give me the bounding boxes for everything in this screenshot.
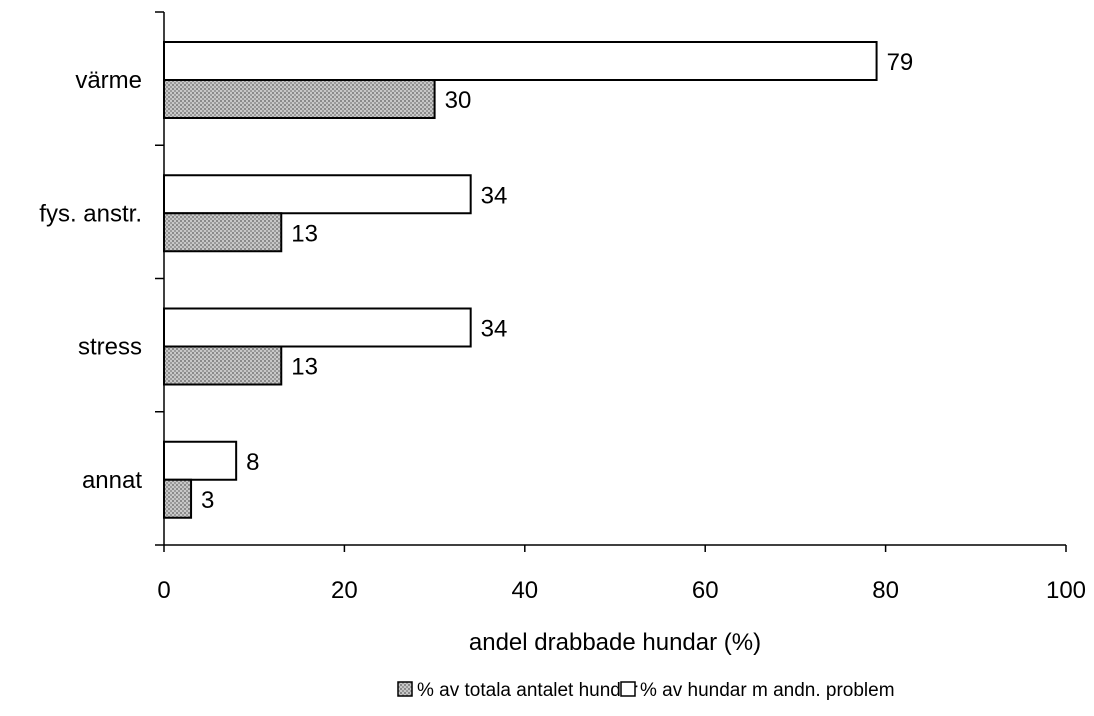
x-tick-label: 40	[511, 577, 538, 604]
bar-totala-antalet	[163, 478, 193, 519]
data-label: 30	[445, 87, 472, 114]
data-label: 79	[887, 49, 914, 76]
legend-swatch-totala-antalet	[397, 681, 413, 697]
legend-swatch-andn-problem	[620, 681, 636, 697]
data-label: 13	[291, 354, 318, 381]
x-tick-label: 20	[331, 577, 358, 604]
bar-totala-antalet	[163, 345, 283, 386]
bar-andn-problem	[163, 174, 472, 215]
legend: % av totala antalet hundar% av hundar m …	[397, 680, 895, 701]
bar-andn-problem	[163, 307, 472, 348]
bar-totala-antalet	[163, 212, 283, 253]
category-label: fys. anstr.	[39, 200, 142, 227]
x-tick-label: 80	[872, 577, 899, 604]
data-label: 13	[291, 220, 318, 247]
legend-label: % av hundar m andn. problem	[640, 680, 895, 701]
bar-totala-antalet	[163, 79, 436, 119]
x-tick-label: 60	[692, 577, 719, 604]
x-axis-title: andel drabbade hundar (%)	[469, 629, 761, 656]
bar-andn-problem	[163, 41, 878, 81]
legend-label: % av totala antalet hundar	[417, 680, 638, 701]
category-label: värme	[75, 67, 142, 94]
data-label: 34	[481, 182, 508, 209]
data-label: 3	[201, 487, 214, 514]
category-label: stress	[78, 334, 142, 361]
x-tick-label: 100	[1046, 577, 1086, 604]
data-label: 8	[246, 449, 259, 476]
data-label: 34	[481, 316, 508, 343]
category-label: annat	[82, 467, 142, 494]
bar-andn-problem	[163, 440, 238, 481]
x-tick-label: 0	[157, 577, 170, 604]
